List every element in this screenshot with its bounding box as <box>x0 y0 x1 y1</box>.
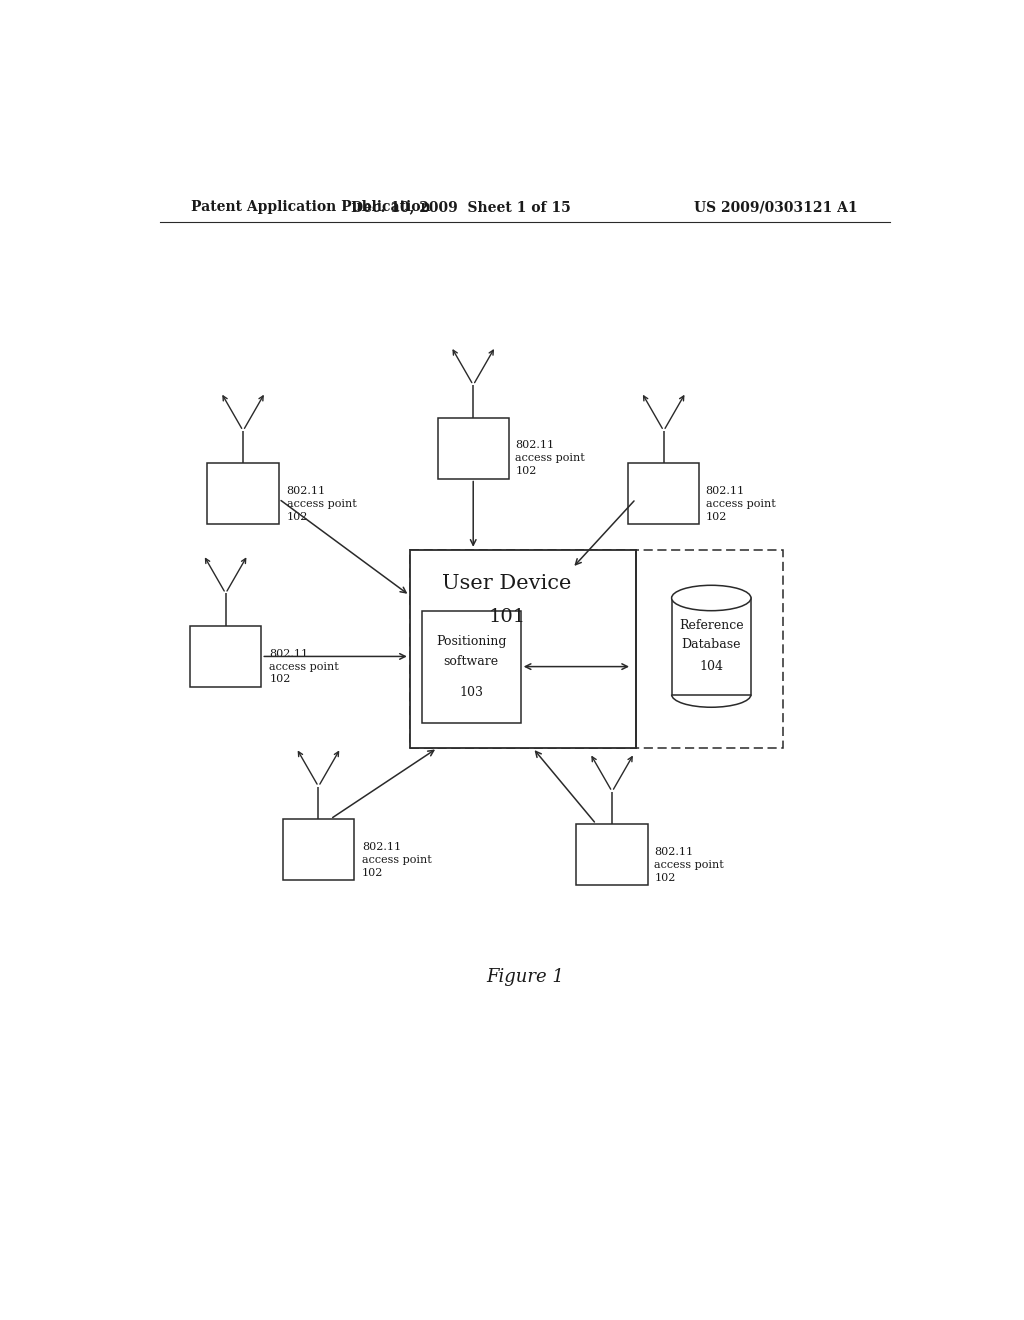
Text: software: software <box>443 655 499 668</box>
Bar <box>207 463 279 524</box>
Bar <box>437 417 509 479</box>
Bar <box>628 463 699 524</box>
Bar <box>410 549 782 748</box>
Text: 104: 104 <box>699 660 723 673</box>
Text: US 2009/0303121 A1: US 2009/0303121 A1 <box>694 201 858 214</box>
Bar <box>283 818 354 880</box>
Text: 802.11
access point
102: 802.11 access point 102 <box>515 441 585 477</box>
Text: 802.11
access point
102: 802.11 access point 102 <box>706 486 775 521</box>
Text: 802.11
access point
102: 802.11 access point 102 <box>287 486 356 521</box>
Text: Reference: Reference <box>679 619 743 632</box>
Text: Dec. 10, 2009  Sheet 1 of 15: Dec. 10, 2009 Sheet 1 of 15 <box>351 201 571 214</box>
Bar <box>672 598 751 694</box>
Text: 802.11
access point
102: 802.11 access point 102 <box>362 842 432 878</box>
Text: 103: 103 <box>459 685 483 698</box>
Bar <box>189 626 261 686</box>
Text: Figure 1: Figure 1 <box>485 968 564 986</box>
Text: User Device: User Device <box>442 574 571 593</box>
Bar <box>577 824 648 886</box>
Text: Database: Database <box>682 638 741 651</box>
Text: Positioning: Positioning <box>436 635 507 648</box>
Text: 101: 101 <box>488 609 525 626</box>
Text: 802.11
access point
102: 802.11 access point 102 <box>269 649 339 684</box>
Bar <box>422 611 521 722</box>
Text: 802.11
access point
102: 802.11 access point 102 <box>654 847 724 883</box>
Text: Patent Application Publication: Patent Application Publication <box>191 201 431 214</box>
Bar <box>410 549 636 748</box>
Ellipse shape <box>672 585 751 611</box>
